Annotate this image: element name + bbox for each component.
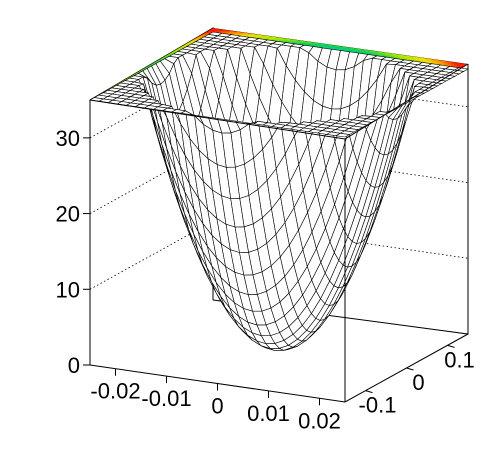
x-tick-label: 0.02 xyxy=(298,408,341,433)
x-tick-label: -0.01 xyxy=(141,386,191,411)
y-tick xyxy=(447,344,455,348)
y-tick-label: 0 xyxy=(412,370,424,395)
z-tick-label: 0 xyxy=(68,353,80,378)
x-tick-label: -0.02 xyxy=(90,379,140,404)
surface-mesh xyxy=(89,31,469,351)
z-tick-label: 30 xyxy=(56,126,80,151)
y-tick-label: 0.1 xyxy=(444,347,475,372)
y-tick-label: -0.1 xyxy=(359,393,397,418)
z-tick-label: 10 xyxy=(56,277,80,302)
y-tick xyxy=(406,367,414,371)
front-frame xyxy=(89,63,469,403)
x-tick-label: 0 xyxy=(211,394,223,419)
z-axis: 0 10 20 30 xyxy=(56,126,90,378)
x-axis: -0.02 -0.01 0 0.01 0.02 xyxy=(90,368,341,433)
z-tick-label: 20 xyxy=(56,202,80,227)
y-axis: -0.1 0 0.1 xyxy=(359,344,475,418)
mesh-cell xyxy=(334,132,351,138)
y-tick xyxy=(365,390,373,394)
x-tick-label: 0.01 xyxy=(247,401,290,426)
